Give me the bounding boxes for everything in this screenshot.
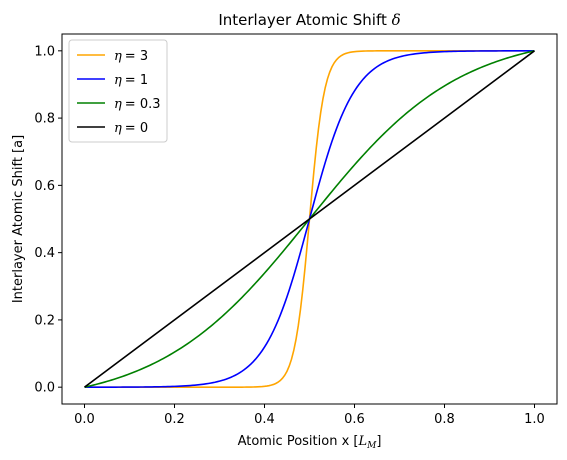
y-tick-label: 0.2 [34,313,55,328]
title-symbol: δ [392,11,401,29]
x-tick-label: 0.6 [344,412,365,427]
x-tick-label: 0.4 [254,412,275,427]
legend-box [68,39,168,143]
x-tick-label: 0.8 [434,412,455,427]
plot-frame [61,33,558,405]
legend: η = 3η = 1η = 0.3η = 0 [68,39,168,143]
x-axis-label: Atomic Position x [LM] [238,434,382,451]
plot-area [61,33,558,405]
x-tick-label: 0.2 [164,412,185,427]
legend-symbol: η [114,49,122,64]
x-label-subscript: M [366,441,377,451]
y-tick-label: 0.6 [34,179,55,194]
y-tick-label: 1.0 [34,44,55,59]
x-axis-ticks: 0.0 0.2 0.4 0.6 0.8 1.0 [74,404,545,427]
legend-symbol: η [114,97,122,112]
legend-value: = 0 [125,121,148,136]
x-label-text: Atomic Position x [ [238,434,359,449]
x-tick-label: 1.0 [524,412,545,427]
legend-value: = 3 [125,49,148,64]
legend-label-2: η = 0.3 [114,97,161,112]
legend-symbol: η [114,121,122,136]
legend-label-1: η = 1 [114,73,148,88]
legend-symbol: η [114,73,122,88]
y-tick-label: 0.0 [34,381,55,396]
legend-value: = 1 [125,73,148,88]
y-tick-label: 0.4 [34,246,55,261]
legend-value: = 0.3 [125,97,161,112]
legend-label-0: η = 3 [114,49,148,64]
series-line-3 [84,50,535,388]
legend-label-3: η = 0 [114,121,148,136]
y-tick-label: 0.8 [34,112,55,127]
x-tick-label: 0.0 [74,412,95,427]
title-text: Interlayer Atomic Shift [218,11,391,29]
y-axis-ticks: 0.0 0.2 0.4 0.6 0.8 1.0 [34,44,62,396]
x-label-symbol: L [357,434,367,449]
x-label-suffix: ] [376,434,381,449]
chart-title: Interlayer Atomic Shift δ [218,11,400,29]
y-axis-label: Interlayer Atomic Shift [a] [11,135,26,303]
